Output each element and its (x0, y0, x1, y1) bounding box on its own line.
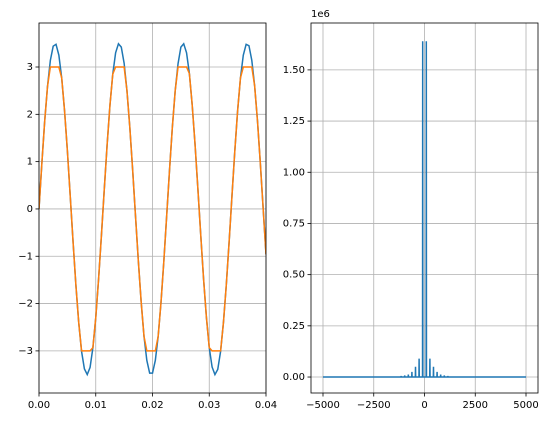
axes: −5000 −2500 0 2500 5000 0.00 0.25 0.50 0.75 1.00 1… (283, 9, 539, 411)
y-tick-label: 1.50 (283, 65, 305, 76)
x-tick-label: 0.04 (255, 400, 277, 411)
y-offset-label: 1e6 (311, 9, 330, 20)
data-line (323, 41, 526, 378)
y-tick-label: 2 (27, 109, 33, 120)
data-line (39, 66, 266, 352)
y-tick-label: −2 (18, 299, 33, 310)
y-tick-label: −1 (18, 251, 33, 262)
y-tick-label: 0.50 (283, 270, 305, 281)
x-tick-label: 0.03 (198, 400, 220, 411)
y-tick-label: 1 (27, 157, 33, 168)
x-tick-label: −2500 (357, 400, 391, 411)
y-tick-label: 0 (27, 204, 33, 215)
x-tick-label: 2500 (463, 400, 488, 411)
axes-frame (310, 22, 539, 394)
y-tick-label: 3 (27, 62, 33, 73)
y-tick-label: −3 (18, 346, 33, 357)
y-tick-label: 0.00 (283, 372, 305, 383)
axes: 0.00 0.01 0.02 0.03 0.04 −3 −2 −1 0 1 2 3 (18, 22, 277, 411)
x-tick-label: −5000 (306, 400, 340, 411)
y-tick-label: 0.25 (283, 321, 305, 332)
y-tick-label: 1.00 (283, 167, 305, 178)
x-tick-label: 5000 (513, 400, 538, 411)
axes-frame (38, 22, 267, 394)
x-tick-label: 0.01 (85, 400, 107, 411)
x-tick-label: 0.02 (141, 400, 163, 411)
x-tick-label: 0.00 (28, 400, 50, 411)
x-tick-label: 0 (421, 400, 427, 411)
y-tick-label: 0.75 (283, 218, 305, 229)
y-tick-label: 1.25 (283, 116, 305, 127)
